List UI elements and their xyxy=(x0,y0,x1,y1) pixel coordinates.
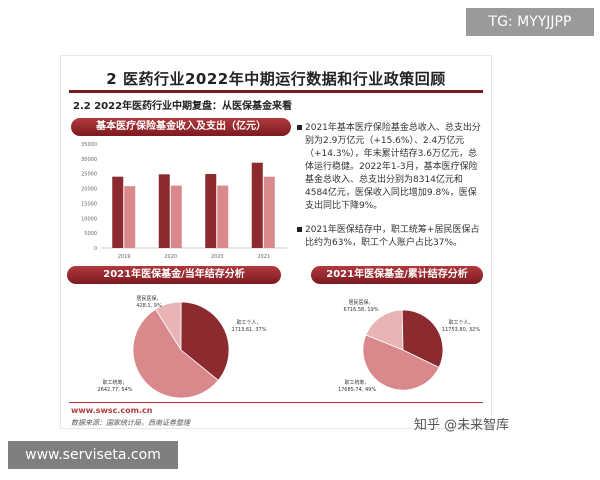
bullet-1-text: 2021年基本医疗保险基金总收入、总支出分别为2.9万亿元（+15.6%）、2.… xyxy=(305,123,481,211)
y-tick-label: 30000 xyxy=(81,157,97,163)
pie1-banner: 2021年医保基金/当年结存分析 xyxy=(67,266,281,284)
pie-slice-1 xyxy=(401,309,444,369)
pie-value-label: 17685.74, 49% xyxy=(338,387,376,393)
pie-value-label: 6716.58, 19% xyxy=(344,307,379,313)
pie-label: 职工统筹， xyxy=(102,379,127,386)
bullet-marker xyxy=(297,125,302,130)
footer-url: www.swsc.com.cn xyxy=(71,406,153,415)
x-tick-label: 2020 xyxy=(164,254,177,260)
pie-chart-annual: 居民医保，428.1, 9% 职工个人，1713.61, 37% 职工统筹，2642… xyxy=(98,295,267,399)
pie-label: 居民医保， xyxy=(348,299,373,306)
y-tick-label: 5000 xyxy=(84,231,97,237)
bullet-1: 2021年基本医疗保险基金总收入、总支出分别为2.9万亿元（+15.6%）、2.… xyxy=(297,122,485,213)
bar-chart-banner: 基本医疗保险基金收入及支出（亿元） xyxy=(71,118,291,136)
pie2-banner: 2021年医保基金/累计结存分析 xyxy=(311,266,483,284)
x-tick-label: 2020 xyxy=(211,254,224,260)
site-watermark: www.serviseta.com xyxy=(8,441,178,469)
bar-series1-2021 xyxy=(251,162,263,248)
bar-series2-2020 xyxy=(217,185,229,248)
pie-slice-2 xyxy=(362,334,440,391)
x-tick-label: 2021 xyxy=(257,254,270,260)
footer-divider xyxy=(69,402,483,403)
pie-label: 居民医保， xyxy=(136,295,161,302)
footer-source: 数据来源：国家统计局，西南证券整理 xyxy=(71,419,190,427)
bullet-2-text: 2021年医保结存中，职工统筹+居民医保占比约为63%，职工个人账户占比37%。 xyxy=(305,225,480,248)
pie-label: 职工统筹， xyxy=(344,379,369,386)
pie-value-label: 11753.80, 32% xyxy=(442,327,480,333)
y-tick-label: 25000 xyxy=(81,172,97,178)
y-tick-label: 10000 xyxy=(81,216,97,222)
pie-label: 职工个人， xyxy=(236,320,261,326)
y-tick-label: 0 xyxy=(94,246,97,252)
tg-watermark: TG: MYYJJPP xyxy=(466,8,594,36)
pie-slice-1 xyxy=(180,301,230,381)
bar-series1-2020 xyxy=(205,174,217,248)
y-tick-label: 20000 xyxy=(81,187,97,193)
pie-value-label: 2642.77, 54% xyxy=(98,387,133,393)
slide-title: 2 医药行业2022年中期运行数据和行业政策回顾 xyxy=(106,70,446,88)
bar-series1-2020 xyxy=(158,174,170,248)
pie-slice-2 xyxy=(132,308,219,399)
pie-label: 职工个人， xyxy=(448,320,473,326)
y-tick-label: 15000 xyxy=(81,201,97,207)
slide-subtitle: 2.2 2022年医药行业中期复盘：从医保基金来看 xyxy=(73,101,293,112)
bullet-2: 2021年医保结存中，职工统筹+居民医保占比约为63%，职工个人账户占比37%。 xyxy=(297,224,485,250)
pie-chart-cumulative: 居民医保，6716.58, 19% 职工个人，11753.80, 32% 职工统筹，… xyxy=(338,299,480,393)
pie-value-label: 1713.61, 37% xyxy=(232,327,267,333)
x-tick-label: 2019 xyxy=(118,254,131,260)
bullet-marker xyxy=(297,227,302,232)
bar-chart: 35000 30000 25000 20000 15000 10000 5000 0 2019 2… xyxy=(81,142,287,260)
pie-slice-0 xyxy=(365,309,404,351)
bar-series2-2021 xyxy=(263,176,275,248)
zhihu-logo: 知乎 @未来智库 xyxy=(414,418,510,433)
y-tick-label: 35000 xyxy=(81,142,97,148)
bar-series2-2020 xyxy=(170,185,182,248)
bar-series1-2019 xyxy=(112,176,124,248)
pie-value-label: 428.1, 9% xyxy=(136,303,162,309)
title-divider xyxy=(69,90,483,93)
bar-series2-2019 xyxy=(124,186,136,248)
slide: 2 医药行业2022年中期运行数据和行业政策回顾 2.2 2022年医药行业中期… xyxy=(60,55,492,429)
